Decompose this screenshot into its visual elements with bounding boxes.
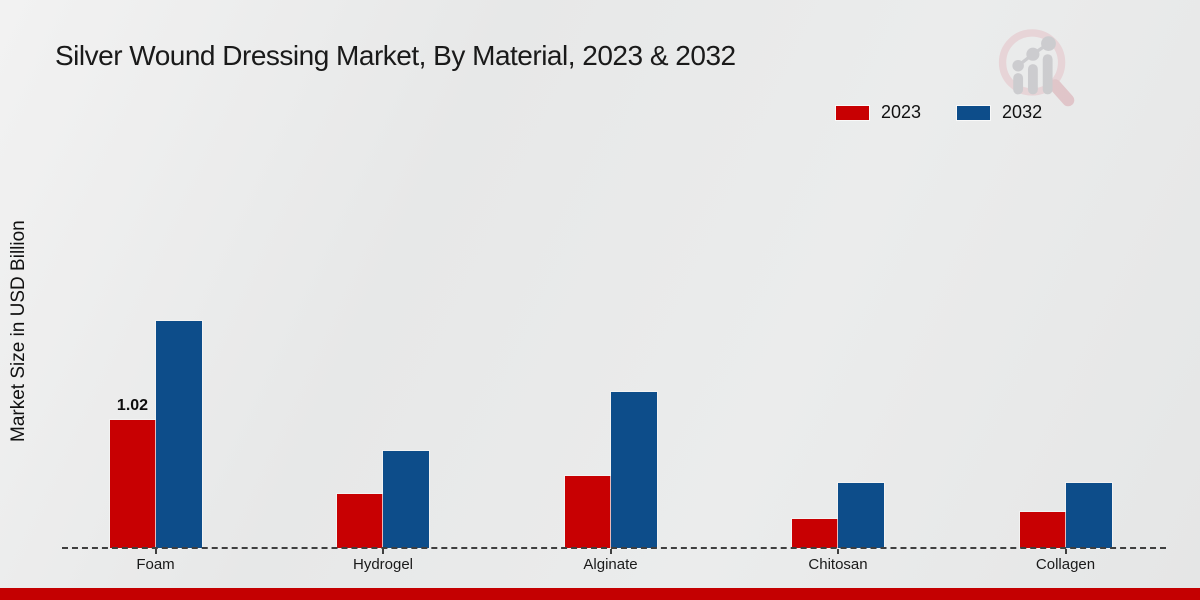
bar-alginate-2032 xyxy=(610,392,657,548)
bar-value-label: 1.02 xyxy=(116,397,149,414)
bottom-accent-bar xyxy=(0,588,1200,600)
x-tick-alginate xyxy=(609,549,612,554)
x-axis-line xyxy=(62,547,1166,549)
legend-label-2032: 2032 xyxy=(1002,102,1043,122)
legend-swatch-2032-icon xyxy=(957,105,991,120)
legend-item-2032: 2032 xyxy=(957,102,1042,123)
bar-collagen-2023 xyxy=(1019,512,1066,548)
x-label-chitosan: Chitosan xyxy=(808,556,868,573)
x-label-alginate: Alginate xyxy=(583,556,638,573)
bar-foam-2032 xyxy=(155,321,202,548)
x-label-hydrogel: Hydrogel xyxy=(352,556,414,573)
x-tick-collagen xyxy=(1064,549,1067,554)
bar-collagen-2032 xyxy=(1065,483,1112,548)
bar-hydrogel-2032 xyxy=(383,451,429,548)
legend-item-2023: 2023 xyxy=(836,102,921,123)
x-label-foam: Foam xyxy=(136,556,175,573)
bar-foam-2023 xyxy=(109,420,156,548)
bar-alginate-2023 xyxy=(564,476,611,548)
legend-swatch-2023-icon xyxy=(836,105,869,120)
legend-label-2023: 2023 xyxy=(881,102,922,122)
x-label-collagen: Collagen xyxy=(1035,556,1096,573)
bar-chitosan-2032 xyxy=(838,483,884,548)
magnifier-bar-chart-logo-icon xyxy=(998,29,1075,107)
x-tick-foam xyxy=(154,549,157,554)
legend: 2023 2032 xyxy=(836,102,1042,123)
bar-chitosan-2023 xyxy=(792,519,838,548)
chart-title: Silver Wound Dressing Market, By Materia… xyxy=(55,40,736,71)
bar-hydrogel-2023 xyxy=(337,494,383,548)
x-tick-chitosan xyxy=(837,549,839,554)
x-tick-hydrogel xyxy=(382,549,384,554)
